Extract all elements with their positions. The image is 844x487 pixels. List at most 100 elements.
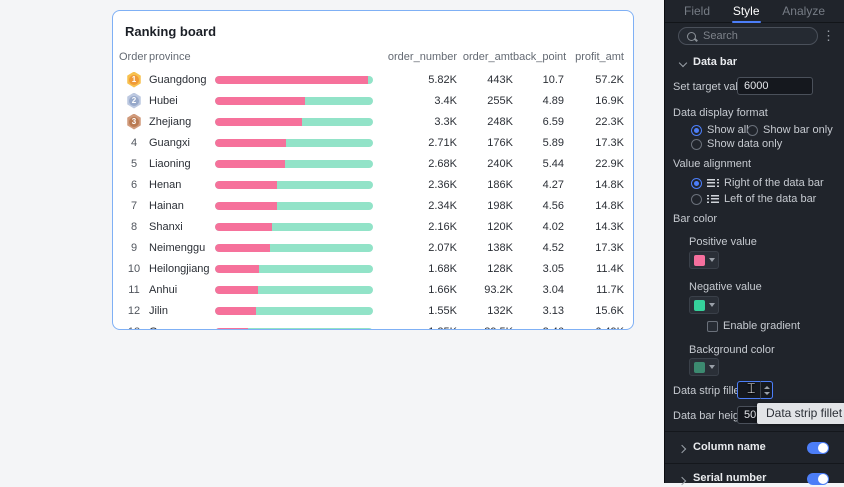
- divider: [665, 431, 844, 432]
- order-amt-value: 138K: [487, 241, 513, 254]
- order-amt-value: 255K: [487, 94, 513, 107]
- back-point-value: 10.7: [542, 73, 564, 86]
- display-format-label: Data display format: [673, 107, 768, 119]
- order-number-value: 1.25K: [377, 326, 457, 330]
- section-serial-number[interactable]: Serial number: [693, 472, 767, 484]
- number-stepper[interactable]: [760, 381, 773, 399]
- col-header-profit-amt: profit_amt: [575, 51, 624, 63]
- order-amt-value: 93.2K: [484, 283, 513, 296]
- col-header-province: province: [149, 51, 191, 63]
- background-color-picker[interactable]: [689, 358, 719, 376]
- table-row[interactable]: 12 Jilin 1.55K 132K 3.13 15.6K: [113, 300, 633, 321]
- value-alignment-label: Value alignment: [673, 158, 752, 170]
- table-row[interactable]: 9 Neimenggu 2.07K 138K 4.52 17.3K: [113, 237, 633, 258]
- positive-color-picker[interactable]: [689, 251, 719, 269]
- order-amt-value: 443K: [487, 73, 513, 86]
- table-row[interactable]: 11 Anhui 1.66K 93.2K 3.04 11.7K: [113, 279, 633, 300]
- section-data-bar[interactable]: Data bar: [693, 56, 738, 68]
- radio-align-left[interactable]: Left of the data bar: [691, 193, 816, 205]
- stepper-down-icon[interactable]: [763, 391, 770, 395]
- order-number-value: 2.16K: [428, 220, 457, 233]
- order-number-value: 2.68K: [428, 157, 457, 170]
- back-point-value: 3.05: [542, 262, 564, 275]
- column-name-toggle[interactable]: [807, 442, 829, 454]
- rank-label: 4: [130, 136, 138, 149]
- radio-show-data-only[interactable]: Show data only: [691, 138, 782, 150]
- stepper-up-icon[interactable]: [763, 385, 770, 389]
- radio-selected-icon: [691, 124, 702, 136]
- province-label: Gansu: [149, 326, 215, 330]
- profit-amt-value: 22.3K: [595, 115, 624, 128]
- table-row[interactable]: 1 Guangdong 5.82K 443K 10.7 57.2K: [113, 69, 633, 90]
- negative-value-label: Negative value: [689, 281, 762, 293]
- table-row[interactable]: 2 Hubei 3.4K 255K 4.89 16.9K: [113, 90, 633, 111]
- negative-color-swatch: [693, 299, 705, 311]
- data-bar: [215, 243, 373, 252]
- text-cursor: ⌶: [747, 380, 756, 396]
- order-number-value: 2.07K: [428, 241, 457, 254]
- chevron-right-icon: [677, 476, 687, 486]
- align-right-icon: [707, 179, 719, 187]
- table-row[interactable]: 5 Liaoning 2.68K 240K 5.44 22.9K: [113, 153, 633, 174]
- order-number-value: 5.82K: [428, 73, 457, 86]
- positive-value-label: Positive value: [689, 236, 757, 248]
- radio-align-right[interactable]: Right of the data bar: [691, 177, 824, 189]
- search-input[interactable]: [701, 29, 809, 43]
- dropdown-caret-icon: [708, 258, 715, 262]
- enable-gradient-option[interactable]: Enable gradient: [707, 320, 800, 332]
- back-point-value: 4.27: [542, 178, 564, 191]
- profit-amt-value: 14.8K: [595, 178, 624, 191]
- data-bar-height-label: Data bar height: [673, 410, 749, 422]
- rank-label: 6: [130, 178, 138, 191]
- table-row[interactable]: 3 Zhejiang 3.3K 248K 6.59 22.3K: [113, 111, 633, 132]
- table-row[interactable]: 8 Shanxi 2.16K 120K 4.02 14.3K: [113, 216, 633, 237]
- search-box[interactable]: [678, 27, 818, 45]
- dropdown-caret-icon: [708, 303, 715, 307]
- profit-amt-value: 14.8K: [595, 199, 624, 212]
- order-number-value: 3.3K: [434, 115, 457, 128]
- serial-number-toggle[interactable]: [807, 473, 829, 485]
- radio-show-bar-only[interactable]: Show bar only: [747, 124, 833, 136]
- rank-label: 12: [127, 304, 141, 317]
- target-value-input[interactable]: [737, 77, 813, 95]
- table-row[interactable]: 13 Gansu 1.25K 89.5K 2.46 6.49K: [113, 321, 633, 330]
- positive-color-swatch: [693, 254, 705, 266]
- tab-analyze[interactable]: Analyze: [782, 4, 825, 18]
- search-icon: [687, 31, 696, 41]
- profit-amt-value: 15.6K: [595, 304, 624, 317]
- col-header-order-number: order_number: [387, 51, 457, 63]
- ranking-board-card: Ranking board Order province order_numbe…: [112, 10, 634, 330]
- back-point-value: 4.52: [542, 241, 564, 254]
- data-bar: [215, 138, 373, 147]
- radio-show-all[interactable]: Show all: [691, 124, 749, 136]
- profit-amt-value: 22.9K: [595, 157, 624, 170]
- data-bar: [215, 327, 373, 329]
- data-bar: [215, 264, 373, 273]
- checkbox-icon: [707, 320, 718, 332]
- table-row[interactable]: 6 Henan 2.36K 186K 4.27 14.8K: [113, 174, 633, 195]
- tab-field[interactable]: Field: [684, 4, 711, 18]
- back-point-value: 5.44: [542, 157, 564, 170]
- radio-icon: [747, 124, 758, 136]
- profit-amt-value: 6.49K: [564, 326, 624, 330]
- tab-style[interactable]: Style: [731, 4, 761, 23]
- province-label: Hubei: [149, 94, 178, 107]
- negative-color-picker[interactable]: [689, 296, 719, 314]
- section-column-name[interactable]: Column name: [693, 441, 766, 453]
- table-row[interactable]: 10 Heilongjiang 1.68K 128K 3.05 11.4K: [113, 258, 633, 279]
- order-number-value: 1.55K: [428, 304, 457, 317]
- rank-label: 5: [130, 157, 138, 170]
- rank-label: 9: [130, 241, 138, 254]
- table-row[interactable]: 4 Guangxi 2.71K 176K 5.89 17.3K: [113, 132, 633, 153]
- table-row[interactable]: 7 Hainan 2.34K 198K 4.56 14.8K: [113, 195, 633, 216]
- more-options-icon[interactable]: ⋮: [822, 28, 835, 43]
- divider: [665, 463, 844, 464]
- bar-color-label: Bar color: [673, 213, 718, 225]
- back-point-value: 2.46: [513, 326, 564, 330]
- data-bar: [215, 306, 373, 315]
- data-bar: [215, 180, 373, 189]
- order-number-value: 2.34K: [428, 199, 457, 212]
- province-label: Heilongjiang: [149, 262, 210, 275]
- province-label: Jilin: [149, 304, 168, 317]
- rank-label: 13: [119, 326, 149, 330]
